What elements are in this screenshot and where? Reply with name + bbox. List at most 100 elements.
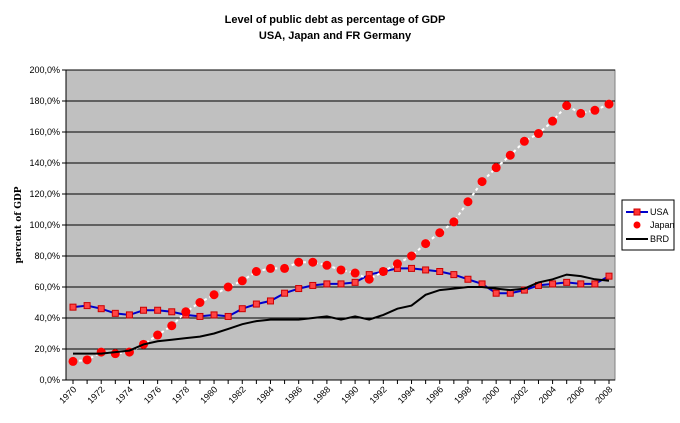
data-point [252,300,260,308]
legend-brd-label: BRD [650,234,670,244]
data-point [605,272,613,280]
data-point [309,281,317,289]
data-point [364,274,374,284]
data-point [68,356,78,366]
data-point [563,278,571,286]
x-tick-label: 1978 [170,384,191,405]
data-point [505,150,515,160]
data-point [251,267,261,276]
data-point [322,260,332,270]
data-point [110,349,120,359]
data-point [167,321,177,331]
x-tick-label: 1982 [226,384,247,405]
data-point [238,305,246,313]
data-point [280,263,290,273]
data-point [421,239,431,249]
x-tick-label: 1998 [452,384,473,405]
data-point [224,312,232,320]
data-point [407,251,417,261]
x-tick-label: 1986 [283,384,304,405]
x-tick-label: 1992 [367,384,388,405]
gridlines [66,69,615,350]
data-point [97,305,105,313]
data-point [337,280,345,288]
y-tick-label: 120,0% [29,189,60,199]
x-tick-label: 1976 [142,384,163,405]
chart-subtitle: USA, Japan and FR Germany [259,30,412,42]
x-tick-label: 1990 [339,384,360,405]
data-point [591,280,599,288]
data-point [82,355,92,365]
x-tick-label: 1980 [198,384,219,405]
data-point [281,289,289,297]
data-point [491,163,501,173]
x-tick-label: 2004 [537,384,558,405]
y-tick-label: 140,0% [29,158,60,168]
x-tick-label: 1974 [114,384,135,405]
legend-japan-marker [633,221,641,229]
data-point [294,257,304,267]
legend-box [621,199,675,251]
x-tick-label: 1984 [255,384,276,405]
data-point [350,268,360,278]
data-point [577,280,585,288]
y-tick-label: 80,0% [34,251,60,261]
y-axis: 0,0% 20,0% 40,0% 60,0% 80,0% 100,0% 120,0% 140,… [29,65,67,385]
data-point [83,302,91,310]
series-line [72,103,610,363]
data-point [520,286,528,294]
data-point [266,297,274,305]
data-point [69,303,77,311]
data-point [533,129,543,139]
series-brd [73,273,610,355]
y-axis-label: percent of GDP [14,186,24,263]
data-point [590,105,600,115]
series-usa [69,264,613,320]
data-point [392,259,402,269]
data-point [196,312,204,320]
series-group [68,99,614,366]
data-point [168,308,176,316]
data-point [519,136,529,146]
data-point [308,257,318,267]
data-point [323,280,331,288]
data-point [463,197,473,207]
data-point [378,267,388,276]
y-tick-label: 160,0% [29,127,60,137]
data-point [576,108,586,118]
data-point [181,307,191,317]
x-tick-label: 2000 [480,384,501,405]
data-point [111,309,119,317]
data-point [548,116,558,126]
data-point [422,266,430,274]
legend-japan-label: Japan [650,220,675,230]
data-point [351,278,359,286]
data-point [210,311,218,319]
data-point [450,271,458,279]
data-point [195,298,205,307]
x-axis: 1970 1972 1974 1976 1978 1980 1982 1984 1986 1988… [57,379,615,406]
data-point [464,275,472,283]
y-tick-label: 40,0% [34,313,60,323]
y-tick-label: 180,0% [29,96,60,106]
data-point [237,276,247,286]
legend-usa-label: USA [650,207,669,217]
x-tick-label: 1994 [396,384,417,405]
x-tick-label: 2008 [593,384,614,405]
data-point [477,177,487,187]
y-tick-label: 60,0% [34,282,60,292]
series-line [73,273,610,355]
data-point [295,285,303,293]
chart-title: Level of public debt as percentage of GD… [225,14,446,26]
data-point [449,217,459,227]
data-point [154,306,162,314]
data-point [492,289,500,297]
x-tick-label: 1972 [85,384,106,405]
data-point [209,290,219,300]
data-point [140,306,148,314]
x-tick-label: 1996 [424,384,445,405]
data-point [408,264,416,272]
legend-usa-marker [633,208,641,216]
data-point [435,228,445,238]
